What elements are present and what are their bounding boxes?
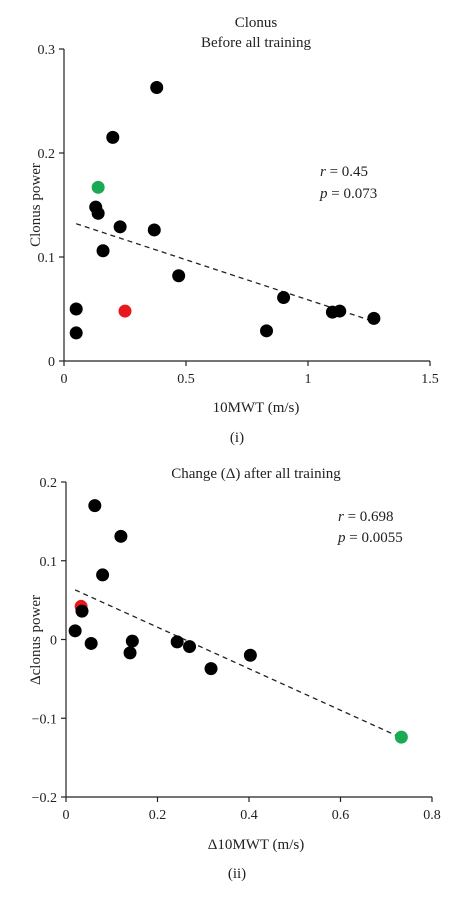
x-tick-label: 0.8 — [423, 808, 441, 823]
stats-r-symbol: r — [320, 164, 326, 180]
data-point — [333, 304, 347, 318]
data-point — [170, 635, 184, 649]
chart-title: Change (Δ) after all training — [171, 466, 341, 482]
stats-r-value: = 0.45 — [326, 164, 368, 180]
trendline — [75, 223, 375, 323]
data-point — [172, 269, 186, 283]
data-points — [68, 499, 408, 744]
data-point — [243, 648, 257, 662]
data-point — [183, 640, 197, 654]
data-point — [147, 223, 161, 237]
ticks: 0 0.5 1 1.5 0 0.1 0.2 0.3 — [38, 43, 439, 387]
panel-label: (i) — [230, 430, 244, 446]
data-point — [84, 636, 98, 650]
stats-p-symbol: p — [337, 530, 346, 546]
y-tick-label: 0.1 — [38, 251, 56, 266]
chart-panel-ii: Change (Δ) after all training Δclonus po… — [28, 466, 441, 882]
x-tick-label: 0.4 — [240, 808, 258, 823]
data-point — [394, 730, 408, 744]
stats-p-symbol: p — [319, 186, 328, 202]
data-point — [96, 568, 110, 582]
axes — [63, 49, 430, 362]
data-point — [75, 604, 89, 618]
stats-r-value: = 0.698 — [344, 509, 394, 525]
chart-subtitle: Before all training — [201, 35, 311, 51]
x-tick-label: 0.6 — [332, 808, 350, 823]
data-point — [204, 662, 218, 676]
y-tick-label: 0.1 — [40, 555, 58, 570]
x-tick-label: 0.5 — [177, 372, 195, 387]
data-point — [118, 304, 132, 318]
x-tick-label: 0 — [63, 808, 70, 823]
stats-r: r = 0.698 — [338, 509, 394, 525]
data-point — [367, 311, 381, 325]
data-point — [106, 130, 120, 144]
stats-r: r = 0.45 — [320, 164, 368, 180]
x-axis-label: 10MWT (m/s) — [213, 400, 300, 416]
x-tick-label: 1 — [305, 372, 312, 387]
stats-p: p = 0.0055 — [337, 530, 403, 546]
data-point — [125, 634, 139, 648]
y-tick-label: −0.1 — [32, 712, 57, 727]
chart-title: Clonus — [235, 15, 278, 31]
data-point — [277, 291, 291, 305]
y-tick-label: 0.2 — [40, 476, 58, 491]
x-axis-label: Δ10MWT (m/s) — [208, 837, 304, 853]
chart-panel-i: Clonus Before all training Clonus power … — [28, 15, 439, 446]
data-point — [69, 302, 83, 316]
stats-p-value: = 0.073 — [328, 186, 378, 202]
y-tick-label: 0.3 — [38, 43, 56, 58]
stats-r-symbol: r — [338, 509, 344, 525]
y-tick-label: 0.2 — [38, 147, 56, 162]
stats-p: p = 0.073 — [319, 186, 377, 202]
x-tick-label: 0 — [61, 372, 68, 387]
data-points — [69, 80, 381, 340]
data-point — [69, 326, 83, 340]
data-point — [260, 324, 274, 338]
data-point — [96, 244, 110, 258]
ticks: 0 0.2 0.4 0.6 0.8 −0.2 −0.1 0 0.1 0.2 — [32, 476, 441, 823]
data-point — [91, 206, 105, 220]
data-point — [113, 220, 127, 234]
trendline — [74, 589, 401, 738]
data-point — [68, 624, 82, 638]
trendline-layer — [75, 223, 375, 323]
data-point — [123, 646, 137, 660]
data-point — [88, 499, 102, 513]
trendline-layer — [74, 589, 401, 738]
y-tick-label: −0.2 — [32, 791, 57, 806]
y-tick-label: 0 — [50, 634, 57, 649]
y-axis-label: Clonus power — [28, 163, 44, 247]
data-point — [150, 80, 164, 94]
y-tick-label: 0 — [48, 355, 55, 370]
panel-label: (ii) — [228, 866, 246, 882]
y-axis-label: Δclonus power — [28, 595, 44, 685]
stats-p-value: = 0.0055 — [346, 530, 403, 546]
data-point — [91, 180, 105, 194]
x-tick-label: 0.2 — [149, 808, 167, 823]
x-tick-label: 1.5 — [421, 372, 439, 387]
data-point — [114, 529, 128, 543]
